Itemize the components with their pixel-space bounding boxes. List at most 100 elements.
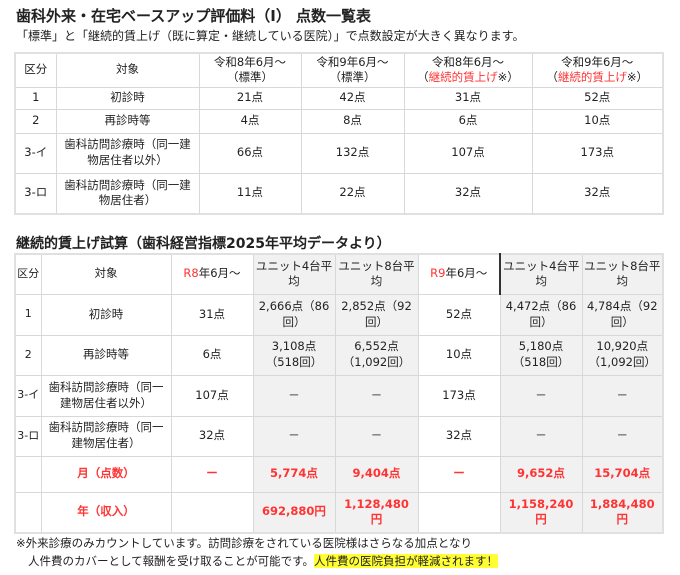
table-row: 3-ロ 歯科訪問診療時（同一建物居住者） 32点－－ 32点－－: [14, 415, 664, 457]
table-row: 3-ロ 歯科訪問診療時（同一建物居住者） 11点 22点 32点 32点: [14, 172, 664, 215]
points-table: 区分 対象 令和8年6月～ （標準） 令和9年6月～ （標準） 令和8年6月～ （継続…: [14, 52, 664, 215]
target-cell: 初診時: [40, 293, 172, 336]
value-cell: 4,472点（86回）: [499, 293, 583, 336]
points-cell: 32点: [531, 172, 664, 215]
kubun-cell: 1: [14, 293, 42, 336]
points-cell: 10点: [531, 108, 664, 134]
header-unit8: ユニット8台平均: [334, 253, 419, 295]
footnote-highlight: 人件費の医院負担が軽減されます！: [314, 554, 499, 568]
target-cell: 歯科訪問診療時（同一建物居住者）: [40, 415, 172, 457]
points-cell: 22点: [300, 172, 405, 215]
target-cell: 歯科訪問診療時（同一建物居住者以外）: [40, 374, 172, 417]
kubun-cell: 2: [14, 108, 57, 134]
value-cell: ー: [417, 455, 501, 493]
value-cell: 52点: [417, 293, 501, 336]
header-unit4: ユニット4台平均: [499, 253, 583, 295]
value-cell: －: [499, 415, 583, 457]
header-r8-continuous: 令和8年6月～ （継続的賃上げ※）: [403, 52, 533, 88]
kubun-cell: 3-ロ: [14, 172, 57, 215]
value-cell: 10,920点（1,092回）: [581, 334, 664, 376]
target-cell: 年（収入）: [40, 491, 172, 534]
kubun-cell: 3-イ: [14, 374, 42, 417]
value-cell: 5,180点（518回）: [499, 334, 583, 376]
header-r8-standard: 令和8年6月～ （標準）: [198, 52, 302, 88]
value-cell: 31点: [170, 293, 254, 336]
points-cell: 66点: [198, 132, 302, 174]
value-cell: 692,880円: [252, 491, 336, 534]
header-unit8: ユニット8台平均: [581, 253, 664, 295]
value-cell: [170, 491, 254, 534]
value-cell: 2,666点（86回）: [252, 293, 336, 336]
simulation-table: 区分 対象 R8年6月～ ユニット4台平均 ユニット8台平均 R9年6月～ ユニ…: [14, 253, 664, 534]
points-cell: 173点: [531, 132, 664, 174]
value-cell: －: [252, 374, 336, 417]
header-target: 対象: [40, 253, 172, 295]
kubun-cell: [14, 455, 42, 493]
table-row: 3-イ 歯科訪問診療時（同一建物居住者以外） 107点－－ 173点－－: [14, 374, 664, 417]
target-cell: 歯科訪問診療時（同一建物居住者以外）: [55, 132, 200, 174]
points-cell: 4点: [198, 108, 302, 134]
value-cell: 2,852点（92回）: [334, 293, 419, 336]
value-cell: 3,108点（518回）: [252, 334, 336, 376]
value-cell: －: [252, 415, 336, 457]
target-cell: 再診時等: [40, 334, 172, 376]
footnote-line1: ※外来診療のみカウントしています。訪問診療をされている医院様はさらなる加点となり: [16, 536, 472, 550]
table1-title: 歯科外来・在宅ベースアップ評価料（Ⅰ） 点数一覧表: [16, 7, 372, 25]
value-cell: 6点: [170, 334, 254, 376]
value-cell: [417, 491, 501, 534]
table-row: 1 初診時 21点 42点 31点 52点: [14, 86, 664, 110]
points-cell: 31点: [403, 86, 533, 110]
kubun-cell: 2: [14, 334, 42, 376]
value-cell: －: [334, 415, 419, 457]
points-cell: 42点: [300, 86, 405, 110]
value-cell: 15,704点: [581, 455, 664, 493]
points-cell: 21点: [198, 86, 302, 110]
value-cell: 1,158,240円: [499, 491, 583, 534]
header-kubun: 区分: [14, 52, 57, 88]
points-cell: 11点: [198, 172, 302, 215]
table-row: 2 再診時等 6点 3,108点（518回） 6,552点（1,092回） 10点 5,18…: [14, 334, 664, 376]
header-kubun: 区分: [14, 253, 42, 295]
table-header-row: 区分 対象 R8年6月～ ユニット4台平均 ユニット8台平均 R9年6月～ ユニ…: [14, 253, 664, 295]
kubun-cell: 3-ロ: [14, 415, 42, 457]
value-cell: 4,784点（92回）: [581, 293, 664, 336]
table2-title: 継続的賃上げ試算（歯科経営指標2025年平均データより）: [16, 236, 391, 252]
value-cell: 10点: [417, 334, 501, 376]
kubun-cell: 3-イ: [14, 132, 57, 174]
footnote-line2: 人件費のカバーとして報酬を受け取ることが可能です。: [28, 554, 315, 568]
points-cell: 52点: [531, 86, 664, 110]
value-cell: 107点: [170, 374, 254, 417]
value-cell: －: [581, 415, 664, 457]
value-cell: 32点: [170, 415, 254, 457]
table1-subtitle: 「標準」と「継続的賃上げ（既に算定・継続している医院）」で点数設定が大きく異なり…: [16, 29, 525, 43]
target-cell: 初診時: [55, 86, 200, 110]
target-cell: 月（点数）: [40, 455, 172, 493]
kubun-cell: 1: [14, 86, 57, 110]
table-row: 3-イ 歯科訪問診療時（同一建物居住者以外） 66点 132点 107点 173点: [14, 132, 664, 174]
value-cell: 9,652点: [499, 455, 583, 493]
table-row: 月（点数）ー 5,774点 9,404点ー 9,652点 15,704点: [14, 455, 664, 493]
value-cell: 173点: [417, 374, 501, 417]
points-cell: 132点: [300, 132, 405, 174]
header-r8: R8年6月～: [170, 253, 254, 295]
header-r9-standard: 令和9年6月～ （標準）: [300, 52, 405, 88]
value-cell: 1,128,480円: [334, 491, 419, 534]
table-header-row: 区分 対象 令和8年6月～ （標準） 令和9年6月～ （標準） 令和8年6月～ （継続…: [14, 52, 664, 88]
value-cell: ー: [170, 455, 254, 493]
value-cell: 6,552点（1,092回）: [334, 334, 419, 376]
header-target: 対象: [55, 52, 200, 88]
footnote: ※外来診療のみカウントしています。訪問診療をされている医院様はさらなる加点となり…: [16, 534, 499, 570]
table-row: 2 再診時等 4点 8点 6点 10点: [14, 108, 664, 134]
points-cell: 6点: [403, 108, 533, 134]
value-cell: －: [499, 374, 583, 417]
table-row: 1 初診時 31点 2,666点（86回） 2,852点（92回） 52点 4,472点（8…: [14, 293, 664, 336]
points-cell: 32点: [403, 172, 533, 215]
table-row: 年（収入） 692,880円 1,128,480円 1,158,240円 1,884,4…: [14, 491, 664, 534]
value-cell: 1,884,480円: [581, 491, 664, 534]
points-cell: 8点: [300, 108, 405, 134]
value-cell: 32点: [417, 415, 501, 457]
value-cell: 5,774点: [252, 455, 336, 493]
target-cell: 再診時等: [55, 108, 200, 134]
value-cell: －: [334, 374, 419, 417]
value-cell: 9,404点: [334, 455, 419, 493]
